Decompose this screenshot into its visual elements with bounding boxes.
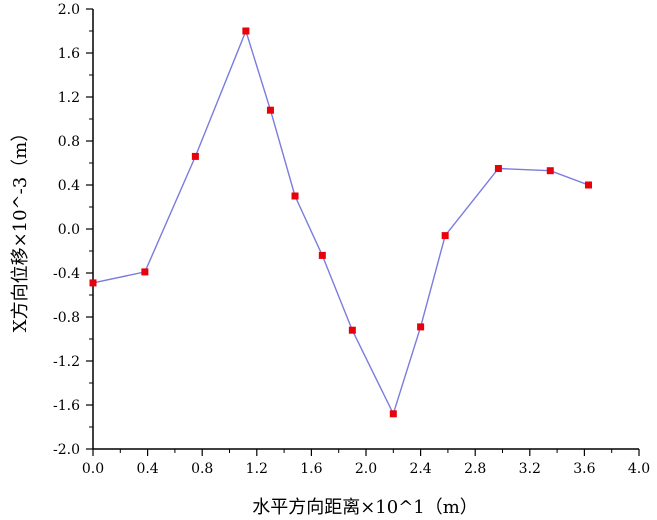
y-axis-label: X方向位移×10^-3（m） <box>10 124 31 333</box>
axes <box>92 9 639 450</box>
x-tick-label: 0.8 <box>191 461 213 477</box>
x-tick-label: 2.4 <box>409 461 431 477</box>
data-point <box>389 410 397 418</box>
y-tick-label: 0.4 <box>58 178 80 194</box>
x-tick-label: 4.0 <box>628 461 650 477</box>
data-point <box>141 268 149 276</box>
data-point <box>89 279 97 287</box>
data-point <box>417 323 425 331</box>
x-tick-label: 0.4 <box>136 461 158 477</box>
x-tick-label: 1.6 <box>300 461 322 477</box>
y-tick-label: 2.0 <box>58 2 80 18</box>
y-tick-label: -1.2 <box>53 354 80 370</box>
data-point <box>242 27 250 35</box>
data-point <box>494 165 502 172</box>
x-axis-label: 水平方向距离×10^1（m） <box>252 497 478 518</box>
data-point <box>348 326 356 334</box>
data-point <box>291 192 299 200</box>
x-tick-label: 1.2 <box>246 461 268 477</box>
data-point <box>318 251 326 259</box>
data-point <box>191 152 199 160</box>
x-tick-label: 3.6 <box>573 461 595 477</box>
y-tick-label: 0.0 <box>58 222 80 238</box>
series-group <box>89 27 592 418</box>
y-tick-label: 1.6 <box>58 46 80 62</box>
data-point <box>441 232 449 240</box>
x-tick-label: 3.2 <box>519 461 541 477</box>
x-tick-label: 0.0 <box>82 461 104 477</box>
y-tick-label: -2.0 <box>53 442 80 458</box>
y-tick-label: -0.4 <box>53 266 80 282</box>
y-axis-ticks: -2.0 -1.6 -1.2 -0.8 -0.4 0.0 0.4 0.8 1.2 1.6 2.0 <box>53 2 93 458</box>
y-tick-label: -0.8 <box>53 310 80 326</box>
y-tick-label: -1.6 <box>53 398 80 414</box>
x-tick-label: 2.0 <box>355 461 377 477</box>
x-axis-ticks: 0.0 0.4 0.8 1.2 1.6 2.0 2.4 2.8 3.2 3.6 4.0 <box>82 449 650 477</box>
y-tick-label: 0.8 <box>58 134 80 150</box>
series-line <box>92 28 589 416</box>
data-point <box>546 167 554 175</box>
y-tick-label: 1.2 <box>58 90 80 106</box>
x-tick-label: 2.8 <box>464 461 486 477</box>
data-point <box>584 181 592 189</box>
data-point <box>266 106 274 114</box>
